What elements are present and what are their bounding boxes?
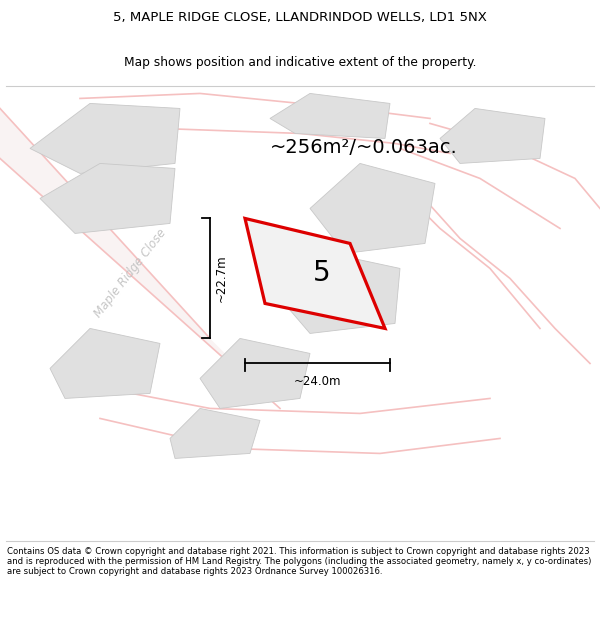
Text: ~24.0m: ~24.0m <box>294 376 341 388</box>
Text: 5, MAPLE RIDGE CLOSE, LLANDRINDOD WELLS, LD1 5NX: 5, MAPLE RIDGE CLOSE, LLANDRINDOD WELLS,… <box>113 11 487 24</box>
Text: 5: 5 <box>313 259 330 288</box>
Text: Maple Ridge Close: Maple Ridge Close <box>91 227 169 320</box>
Text: ~256m²/~0.063ac.: ~256m²/~0.063ac. <box>270 138 458 158</box>
Polygon shape <box>200 339 310 409</box>
Polygon shape <box>0 109 280 409</box>
Polygon shape <box>310 163 435 254</box>
Polygon shape <box>30 103 180 173</box>
Text: ~22.7m: ~22.7m <box>215 254 228 302</box>
Polygon shape <box>270 93 390 138</box>
Polygon shape <box>440 109 545 163</box>
Polygon shape <box>280 254 400 334</box>
Text: Contains OS data © Crown copyright and database right 2021. This information is : Contains OS data © Crown copyright and d… <box>7 546 592 576</box>
Polygon shape <box>50 329 160 399</box>
Text: Map shows position and indicative extent of the property.: Map shows position and indicative extent… <box>124 56 476 69</box>
Polygon shape <box>170 409 260 459</box>
Polygon shape <box>40 163 175 233</box>
Polygon shape <box>245 218 385 329</box>
